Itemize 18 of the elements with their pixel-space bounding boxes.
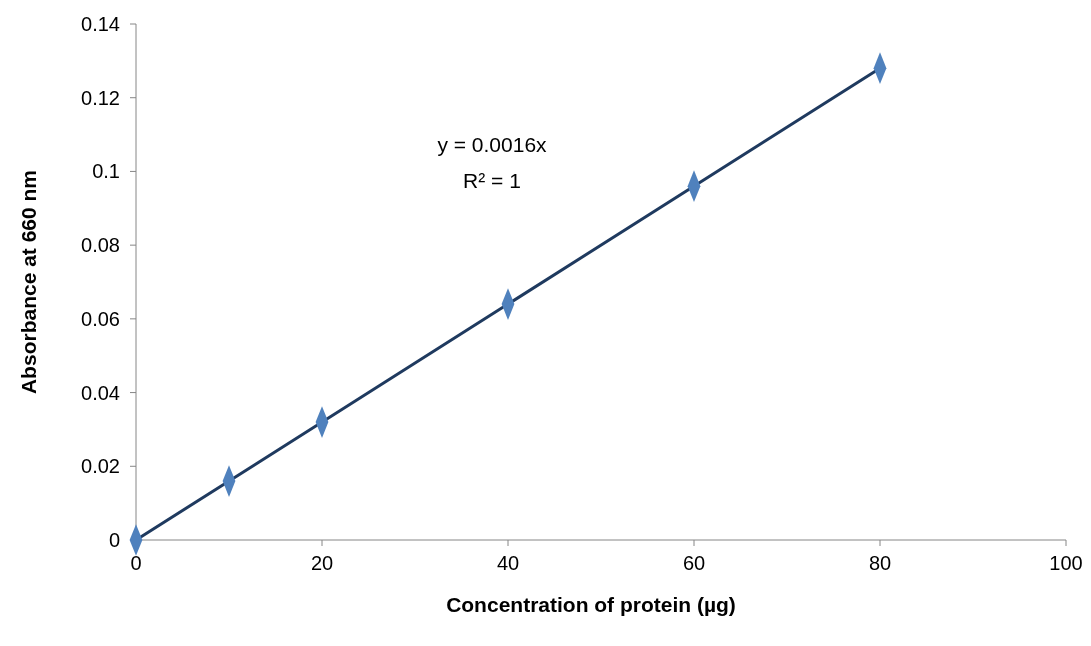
annotation: y = 0.0016x	[437, 133, 548, 156]
y-tick-label: 0	[108, 529, 120, 551]
y-tick-label: 0.08	[81, 234, 120, 257]
annotation: R² = 1	[463, 169, 521, 192]
x-tick-label: 100	[1049, 552, 1083, 574]
x-tick-label: 40	[496, 552, 520, 574]
y-tick-label: 0.14	[81, 13, 120, 35]
y-tick-label: 0.04	[81, 381, 120, 404]
y-tick-label: 0.1	[92, 160, 120, 183]
x-tick-label: 20	[310, 552, 334, 574]
x-axis-title: Concentration of protein (µg)	[446, 593, 736, 616]
x-tick-label: 0	[130, 552, 142, 574]
y-tick-label: 0.02	[81, 455, 120, 478]
x-tick-label: 60	[682, 552, 706, 574]
y-tick-label: 0.12	[81, 86, 120, 109]
y-tick-label: 0.06	[81, 307, 120, 330]
y-axis-title: Absorbance at 660 nm	[17, 169, 40, 395]
x-tick-label: 80	[868, 552, 892, 574]
